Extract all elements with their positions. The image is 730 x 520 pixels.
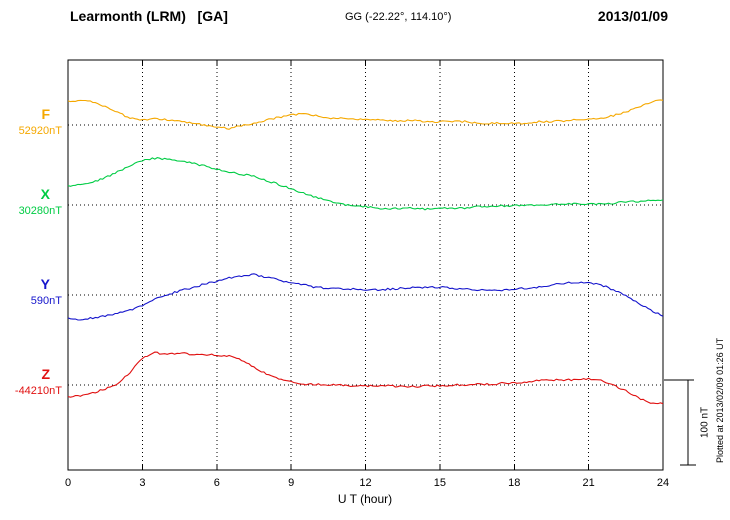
trace-F	[67, 99, 664, 130]
series-letter-z: Z	[41, 366, 50, 382]
trace-X	[67, 157, 664, 211]
x-tick-label-18: 18	[508, 477, 521, 489]
series-label-y: Y 590nT	[0, 276, 62, 307]
station-title: Learmonth (LRM) [GA]	[70, 8, 228, 24]
series-letter-y: Y	[40, 276, 50, 292]
scale-bar-label: 100 nT	[699, 406, 711, 439]
x-tick-label-12: 12	[359, 477, 372, 489]
series-label-z: Z -44210nT	[0, 366, 62, 397]
x-tick-label-24: 24	[656, 477, 670, 489]
x-tick-label-0: 0	[64, 477, 72, 489]
x-axis-tick-labels: 0 3 6 9 12 15 18 21 24	[0, 477, 730, 491]
x-axis-label: U T (hour)	[337, 492, 393, 506]
x-tick-label-6: 6	[213, 477, 220, 489]
x-tick-label-9: 9	[288, 477, 295, 489]
series-baseline-value-x: 30280nT	[18, 205, 62, 217]
trace-Z	[67, 351, 664, 405]
series-label-f: F 52920nT	[0, 106, 62, 137]
series-baseline-value-z: -44210nT	[14, 385, 62, 397]
trace-Y	[67, 273, 664, 321]
series-baseline-value-y: 590nT	[30, 295, 62, 307]
x-tick-label-15: 15	[433, 477, 446, 489]
series-label-x: X 30280nT	[0, 186, 62, 217]
x-tick-label-3: 3	[139, 477, 146, 489]
series-letter-x: X	[40, 186, 50, 202]
plot-date: 2013/01/09	[597, 8, 668, 24]
series-baseline-value-f: 52920nT	[18, 125, 62, 137]
geographic-coordinates: GG (-22.22°, 114.10°)	[345, 11, 452, 23]
plotted-at-note: Plotted at 2013/02/09 01:26 UT	[715, 337, 725, 463]
series-letter-f: F	[41, 106, 50, 122]
x-tick-label-21: 21	[582, 477, 595, 489]
